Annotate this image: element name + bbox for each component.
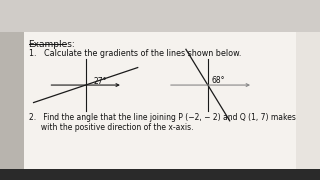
Text: 27°: 27° bbox=[93, 77, 107, 86]
Text: with the positive direction of the x-axis.: with the positive direction of the x-axi… bbox=[28, 123, 193, 132]
Text: 1.   Calculate the gradients of the lines shown below.: 1. Calculate the gradients of the lines … bbox=[28, 49, 241, 58]
Text: 2.   Find the angle that the line joining P (−2, − 2) and Q (1, 7) makes: 2. Find the angle that the line joining … bbox=[28, 113, 295, 122]
Text: 68°: 68° bbox=[212, 76, 225, 85]
Text: Examples:: Examples: bbox=[28, 40, 75, 49]
